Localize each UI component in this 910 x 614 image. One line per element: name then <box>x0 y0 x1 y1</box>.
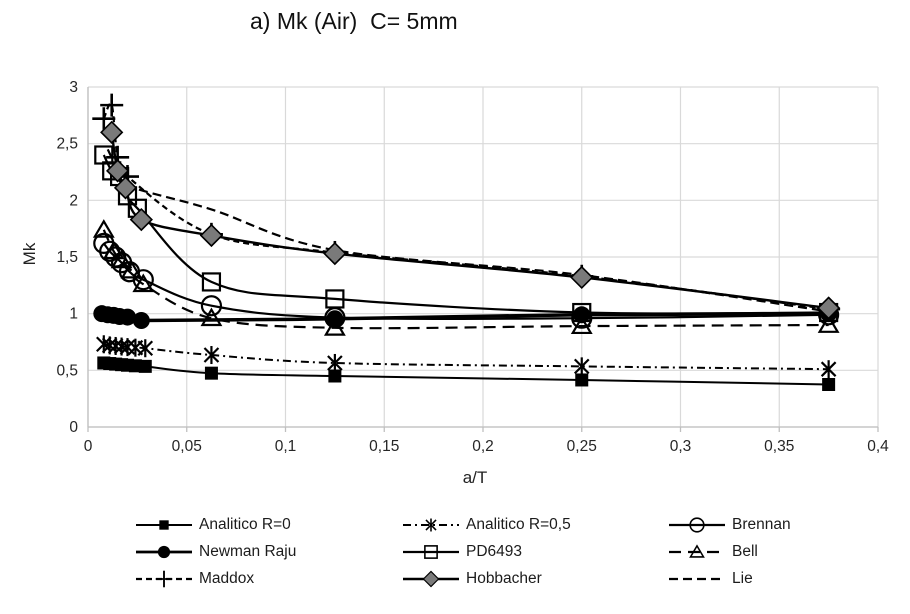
legend-label: Hobbacher <box>466 569 542 587</box>
series-maddox <box>92 93 841 321</box>
legend-label: Lie <box>732 569 753 587</box>
x-tick-label: 0,05 <box>172 438 202 455</box>
legend-item-bell: Bell <box>668 541 855 563</box>
legend-item-analitico-r-0-5: Analitico R=0,5 <box>402 514 668 536</box>
x-tick-label: 0,3 <box>670 438 692 455</box>
y-tick-label: 0 <box>69 419 78 436</box>
legend-label: Bell <box>732 542 758 560</box>
legend-item-brennan: Brennan <box>668 514 855 536</box>
legend-item-pd6493: PD6493 <box>402 541 668 563</box>
legend-label: Brennan <box>732 515 791 533</box>
series-brennan <box>93 232 840 329</box>
x-tick-label: 0,25 <box>567 438 597 455</box>
legend-label: Maddox <box>199 569 255 587</box>
y-tick-label: 2 <box>69 192 78 209</box>
legend-marker-maddox <box>136 570 192 587</box>
legend-item-newman-raju: Newman Raju <box>135 541 402 563</box>
legend-label: Analitico R=0 <box>199 515 291 533</box>
tick-labels: 0 0,05 0,1 0,15 0,2 0,25 0,3 0,35 0,4 0 0,5 1 1,5 2 2,… <box>56 79 889 455</box>
legend-marker-analitico-r-0-5 <box>403 518 459 531</box>
legend-marker-brennan <box>669 516 725 533</box>
series-analitico-r-0-5 <box>96 335 837 379</box>
legend-marker-pd6493 <box>403 544 459 559</box>
legend-label: Analitico R=0,5 <box>466 515 571 533</box>
legend-marker-analitico-r-0 <box>136 519 192 530</box>
chart-title: a) Mk (Air) C= 5mm <box>250 8 458 34</box>
x-tick-label: 0 <box>84 438 93 455</box>
legend-label: Newman Raju <box>199 542 297 560</box>
x-tick-label: 0,4 <box>867 438 889 455</box>
legend-marker-hobbacher <box>403 570 459 587</box>
legend-marker-lie <box>669 577 725 580</box>
x-axis-title: a/T <box>462 468 488 487</box>
series-hobbacher <box>100 120 841 320</box>
y-tick-label: 3 <box>69 79 78 96</box>
x-tick-label: 0,15 <box>369 438 399 455</box>
legend-item-lie: Lie <box>668 568 855 590</box>
axes <box>87 87 879 432</box>
y-tick-label: 1 <box>69 306 78 323</box>
legend-item-hobbacher: Hobbacher <box>402 568 668 590</box>
x-tick-label: 0,2 <box>472 438 494 455</box>
legend-item-analitico-r-0: Analitico R=0 <box>135 514 402 536</box>
legend-marker-bell <box>669 543 725 558</box>
y-tick-label: 0,5 <box>56 362 78 379</box>
x-tick-label: 0,1 <box>275 438 297 455</box>
y-tick-label: 2,5 <box>56 136 78 153</box>
legend-marker-newman-raju <box>136 545 192 558</box>
x-tick-label: 0,35 <box>764 438 794 455</box>
legend-item-maddox: Maddox <box>135 568 402 590</box>
chart-legend: Analitico R=0 Analitico R=0,5 Brennan Newma… <box>135 511 855 592</box>
legend-label: PD6493 <box>466 542 523 560</box>
series-analitico-r-0 <box>97 356 836 391</box>
y-tick-label: 1,5 <box>56 249 78 266</box>
